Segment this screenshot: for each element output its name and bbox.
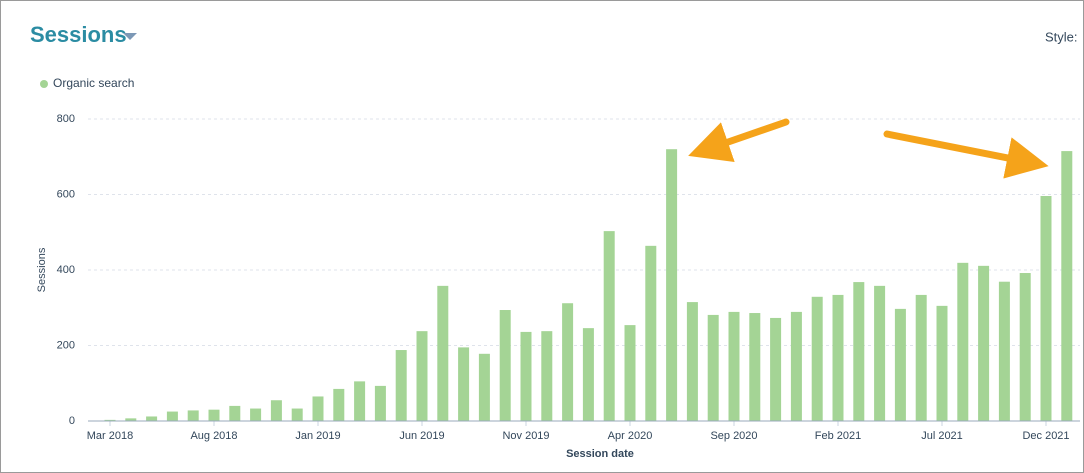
- chart-title: Sessions: [30, 22, 127, 47]
- bar: [104, 419, 116, 421]
- bar: [458, 347, 470, 421]
- y-tick-label: 0: [69, 415, 75, 427]
- bar: [312, 396, 324, 421]
- bar: [1019, 273, 1031, 421]
- bar: [811, 296, 823, 421]
- bar: [395, 350, 407, 421]
- x-tick-label: Apr 2020: [608, 430, 653, 442]
- bar: [1040, 196, 1052, 421]
- legend-label[interactable]: Organic search: [53, 76, 134, 90]
- x-tick-label: Jun 2019: [399, 430, 444, 442]
- bar: [582, 328, 594, 421]
- x-tick-label: Dec 2021: [1022, 430, 1069, 442]
- bar: [790, 311, 802, 421]
- style-label[interactable]: Style:: [1045, 29, 1078, 44]
- bar: [499, 310, 511, 421]
- title-dropdown[interactable]: [123, 33, 137, 40]
- bar: [624, 325, 636, 421]
- bar: [250, 408, 262, 421]
- bar: [978, 265, 990, 421]
- bar: [874, 285, 886, 421]
- bar: [1061, 151, 1073, 421]
- x-tick-label: Jan 2019: [295, 430, 340, 442]
- bar: [374, 385, 386, 421]
- bar: [437, 285, 449, 421]
- x-axis-title: Session date: [566, 448, 634, 460]
- y-axis-title: Sessions: [36, 247, 48, 292]
- bar: [270, 400, 282, 421]
- bar: [541, 331, 553, 421]
- bar: [728, 311, 740, 421]
- bar: [146, 416, 158, 421]
- bar: [208, 409, 220, 421]
- bar: [666, 149, 678, 421]
- x-tick-label: Aug 2018: [190, 430, 237, 442]
- bar: [894, 308, 906, 421]
- bar: [229, 405, 241, 421]
- bar: [562, 303, 574, 421]
- legend-swatch: [40, 80, 48, 88]
- x-tick-label: Nov 2019: [502, 430, 549, 442]
- annotation-arrow: [688, 118, 790, 162]
- bar: [686, 302, 698, 421]
- bar: [520, 331, 532, 421]
- bar: [125, 418, 137, 421]
- x-tick-label: Jul 2021: [921, 430, 963, 442]
- y-tick-label: 800: [57, 113, 75, 125]
- bar: [998, 281, 1010, 421]
- bar: [749, 313, 761, 421]
- bar: [853, 282, 865, 421]
- annotation-arrow: [883, 130, 1049, 179]
- y-tick-label: 600: [57, 188, 75, 200]
- bar: [291, 408, 303, 421]
- bar: [707, 314, 719, 421]
- x-tick-label: Feb 2021: [815, 430, 861, 442]
- bar: [478, 353, 490, 421]
- x-tick-label: Mar 2018: [87, 430, 133, 442]
- bar: [645, 245, 657, 421]
- bar: [416, 331, 428, 421]
- bar: [770, 317, 782, 421]
- y-tick-label: 400: [57, 264, 75, 276]
- x-tick-label: Sep 2020: [710, 430, 757, 442]
- bar: [166, 411, 178, 421]
- bar: [354, 381, 366, 421]
- bar: [333, 388, 345, 421]
- bar: [957, 262, 969, 421]
- bar: [915, 294, 927, 421]
- bar: [936, 305, 948, 421]
- bar: [603, 231, 615, 421]
- y-tick-label: 200: [57, 339, 75, 351]
- bar: [187, 410, 199, 421]
- bar: [832, 294, 844, 421]
